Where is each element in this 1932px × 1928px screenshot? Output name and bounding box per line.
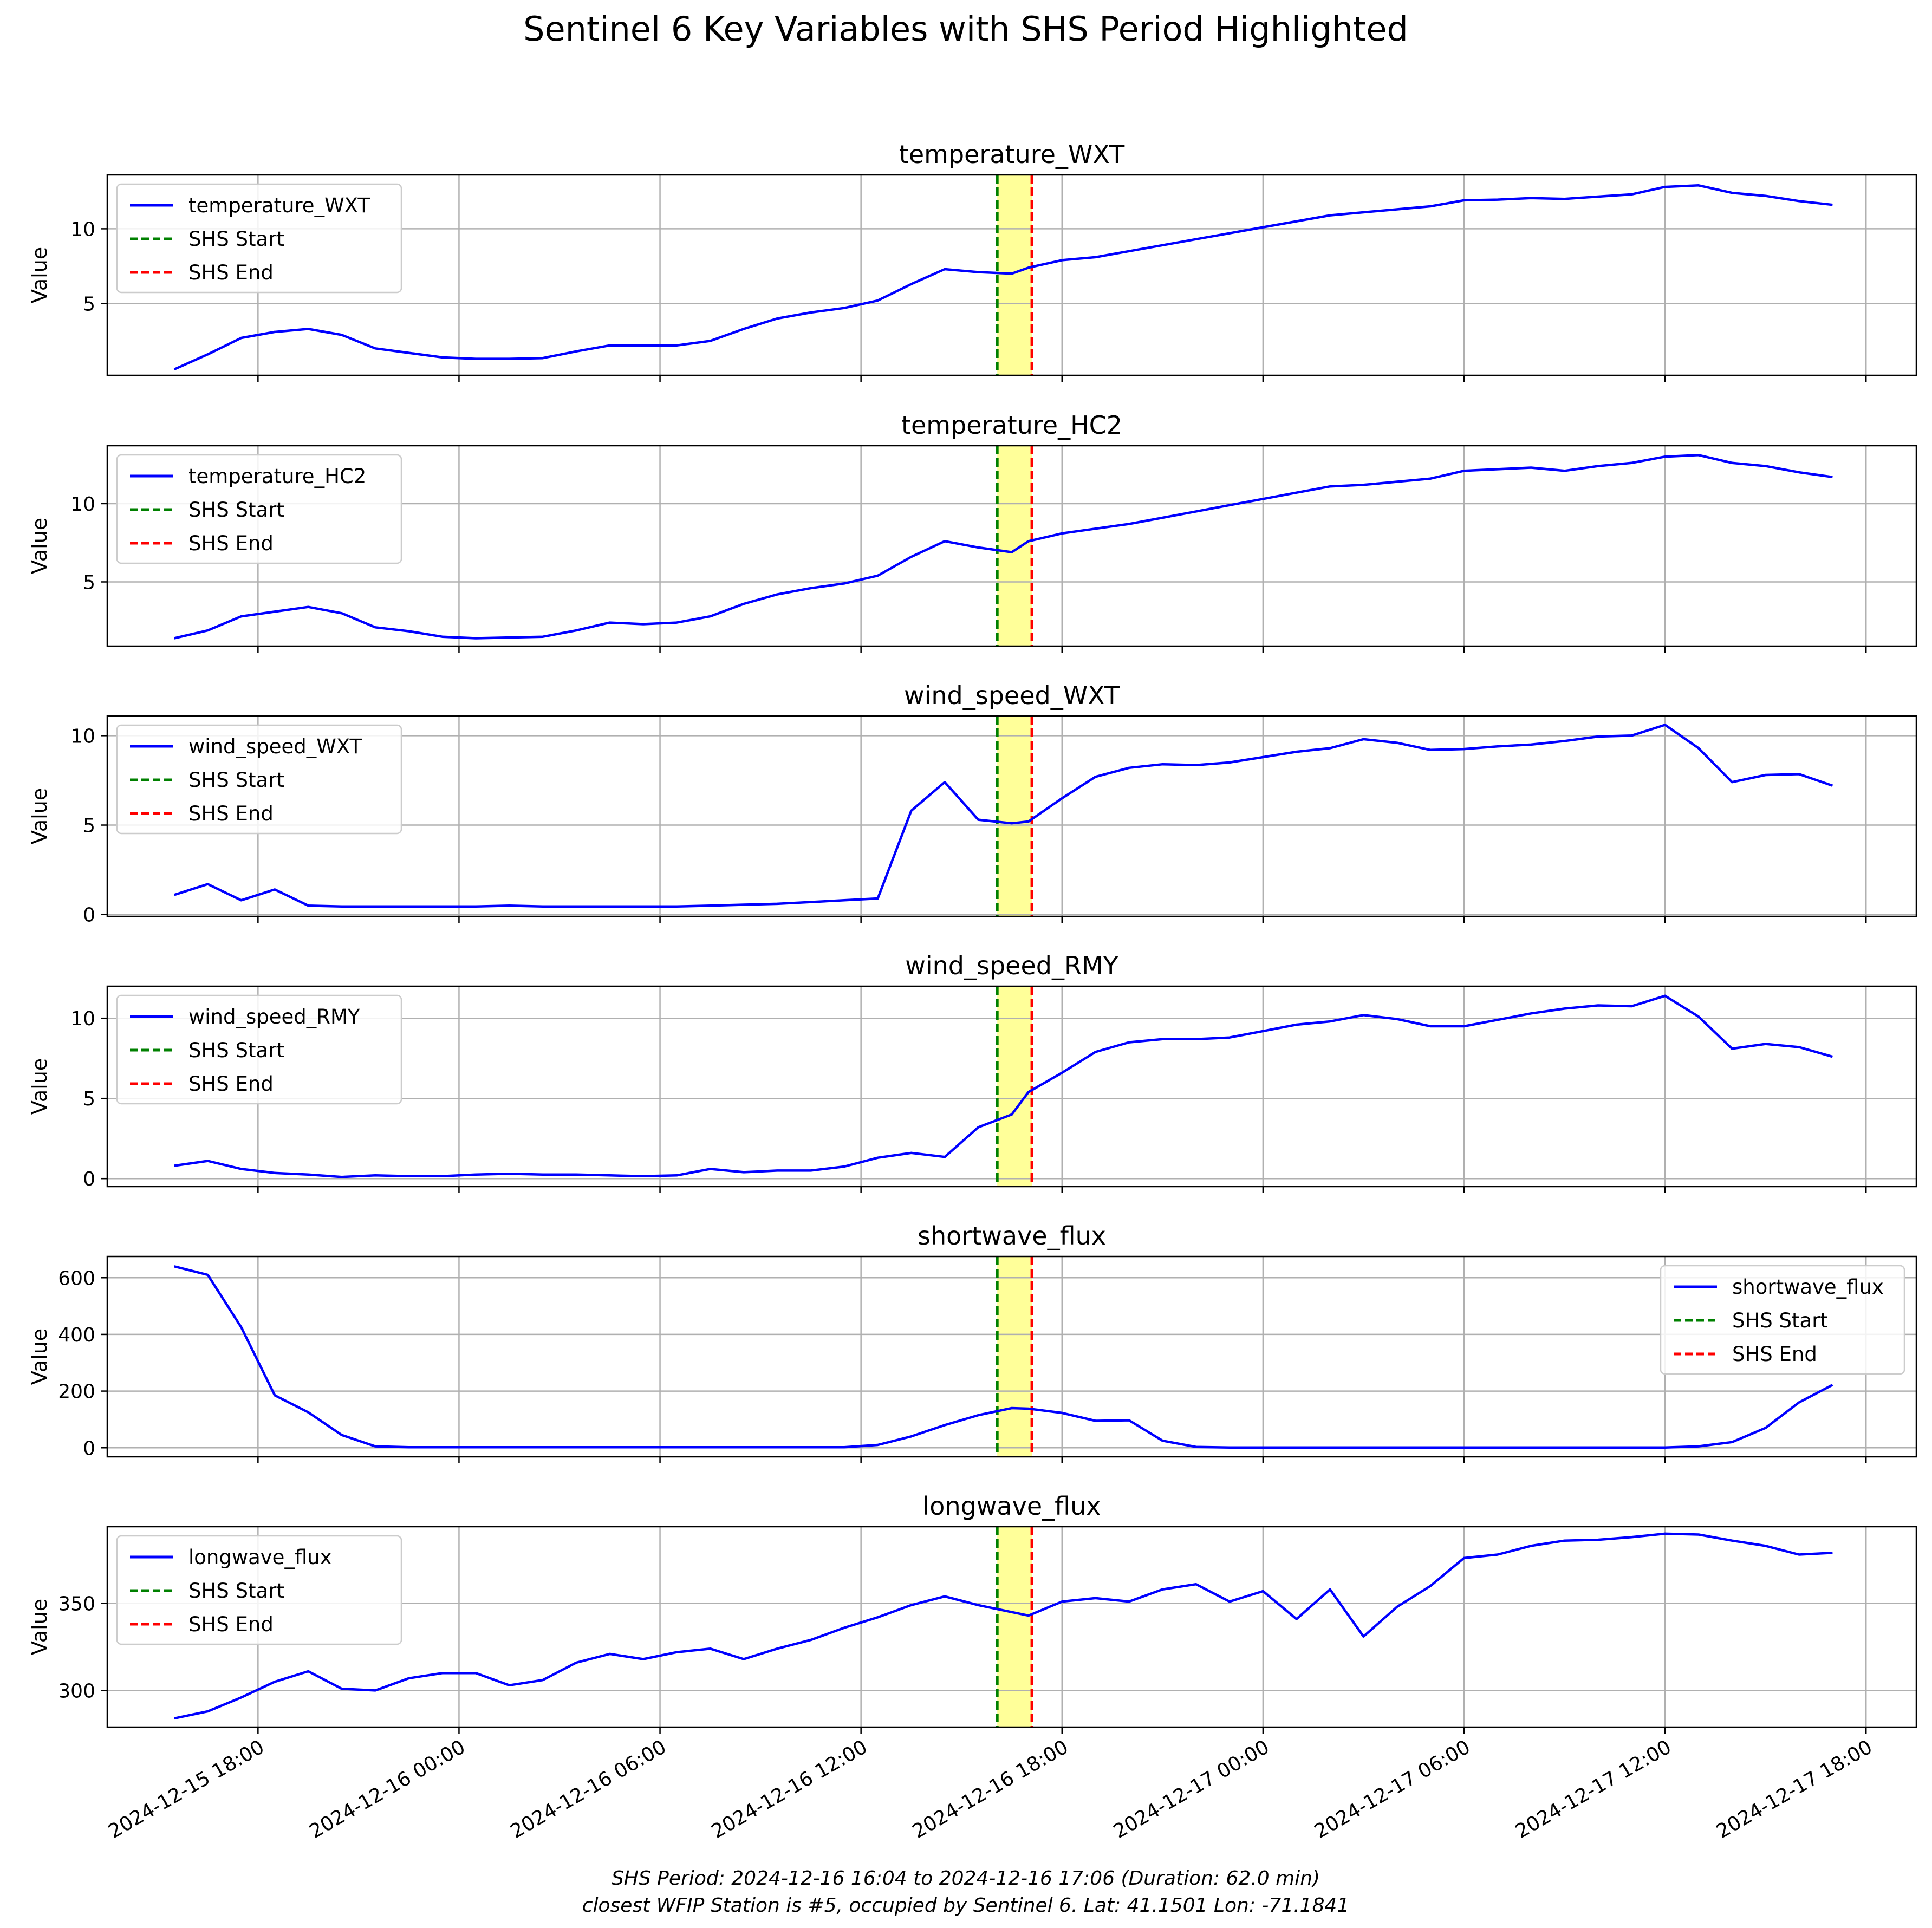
legend-entry-series-label: wind_speed_RMY [188,1005,360,1028]
legend-entry-shs-start-label: SHS Start [1732,1309,1828,1332]
legend-entry-shs-end-label: SHS End [188,1072,274,1096]
axes-frame [106,174,1917,376]
y-tick-label: 350 [58,1593,95,1616]
figure-title: Sentinel 6 Key Variables with SHS Period… [523,9,1408,49]
subplots-container: 5 10 temperature_WXT Value temperature_WXT SH… [28,140,1917,1734]
series-line-wind_speed_RMY [174,994,1833,1178]
shs-period-highlight [997,1527,1032,1727]
subplot-title: temperature_HC2 [901,411,1122,440]
legend-entry-shs-start-label: SHS Start [188,498,284,522]
legend-box [1660,1265,1905,1375]
y-tick-label: 200 [58,1381,95,1403]
axes-frame [106,1526,1917,1728]
legend-entry-series-label: longwave_flux [188,1546,332,1569]
y-tick-label: 0 [83,904,95,927]
shs-period-highlight [997,175,1032,375]
y-axis-label: Value [28,518,51,574]
subplot-title: wind_speed_WXT [904,681,1120,710]
y-tick-label: 0 [83,1168,95,1190]
subplot-temperature_HC2: 5 10 temperature_HC2 Value temperature_HC2 SH… [28,411,1917,653]
shs-period-highlight [997,1256,1032,1457]
legend: shortwave_flux SHS Start SHS End [1660,1265,1905,1375]
legend-entry-shs-start-label: SHS Start [188,1579,284,1603]
y-axis-label: Value [28,1328,51,1385]
subplot-wind_speed_WXT: 0 5 10 wind_speed_WXT Value wind_speed_WXT SHS… [28,681,1917,927]
shs-period-highlight [997,446,1032,646]
legend-entry-shs-end-label: SHS End [188,1613,274,1636]
subplot-wind_speed_RMY: 0 5 10 wind_speed_RMY Value wind_speed_RMY SHS… [28,951,1917,1193]
y-axis-label: Value [28,247,51,303]
series-line-temperature_WXT [173,184,1833,371]
legend: temperature_WXT SHS Start SHS End [116,183,402,294]
legend-entry-shs-start-label: SHS Start [188,1039,284,1062]
y-tick-label: 5 [83,293,95,315]
legend-entry-series-label: shortwave_flux [1732,1275,1884,1299]
legend-entry-series-label: temperature_HC2 [188,465,366,488]
subplot-title: shortwave_flux [918,1221,1106,1250]
subplot-shortwave_flux: 0 200 400 600 shortwave_flux Value shortwave_f… [28,1221,1917,1463]
subplot-longwave_flux: 300 350 longwave_flux Value longwave_flux SHS… [28,1491,1917,1734]
y-axis-label: Value [28,788,51,844]
footnote-shs-period: SHS Period: 2024-12-16 16:04 to 2024-12-… [612,1867,1320,1890]
y-tick-label: 300 [58,1680,95,1702]
shs-period-highlight [997,716,1032,916]
series-line-wind_speed_WXT [174,724,1833,908]
legend: longwave_flux SHS Start SHS End [116,1535,402,1645]
y-tick-label: 5 [83,1088,95,1110]
subplot-title: temperature_WXT [899,140,1125,169]
axes-frame [106,445,1917,647]
legend-box [116,994,402,1105]
axes-frame [106,1255,1917,1458]
subplot-title: longwave_flux [923,1491,1101,1521]
y-tick-label: 5 [83,815,95,837]
y-tick-label: 10 [70,493,95,516]
legend: temperature_HC2 SHS Start SHS End [116,454,402,564]
legend-box [116,183,402,294]
y-tick-label: 5 [83,571,95,594]
legend-box [116,724,402,835]
footnote-station-info: closest WFIP Station is #5, occupied by … [582,1894,1350,1917]
series-line-longwave_flux [174,1532,1833,1720]
legend-entry-shs-end-label: SHS End [188,261,274,284]
subplot-title: wind_speed_RMY [905,951,1118,980]
legend: wind_speed_WXT SHS Start SHS End [116,724,402,835]
legend-entry-shs-end-label: SHS End [1732,1343,1817,1366]
legend-box [116,454,402,564]
y-tick-label: 0 [83,1437,95,1460]
legend-entry-shs-start-label: SHS Start [188,768,284,792]
legend-entry-series-label: temperature_WXT [188,194,370,217]
legend-entry-shs-end-label: SHS End [188,532,274,555]
y-tick-label: 400 [58,1324,95,1346]
legend-entry-shs-start-label: SHS Start [188,227,284,251]
axes-frame [106,715,1917,917]
axes-frame [106,985,1917,1188]
legend-entry-series-label: wind_speed_WXT [188,735,362,758]
legend: wind_speed_RMY SHS Start SHS End [116,994,402,1105]
y-axis-label: Value [28,1058,51,1115]
series-line-temperature_HC2 [174,454,1833,640]
legend-entry-shs-end-label: SHS End [188,802,274,825]
subplot-temperature_WXT: 5 10 temperature_WXT Value temperature_WXT SH… [28,140,1917,382]
y-tick-label: 10 [70,1008,95,1030]
y-tick-label: 600 [58,1267,95,1289]
legend-box [116,1535,402,1645]
y-tick-label: 10 [70,218,95,240]
y-axis-label: Value [28,1599,51,1655]
y-tick-label: 10 [70,725,95,747]
shs-period-highlight [997,986,1032,1187]
series-line-shortwave_flux [174,1265,1833,1449]
